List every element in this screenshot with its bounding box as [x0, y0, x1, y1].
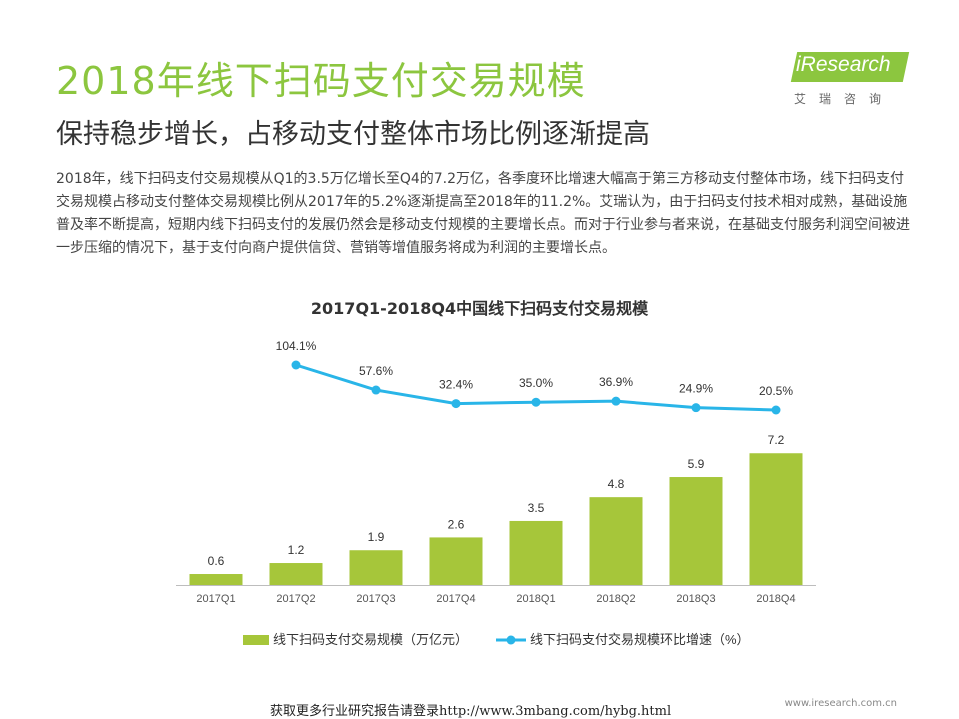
x-tick-label: 2018Q1	[516, 593, 555, 605]
summary-paragraph: 2018年，线下扫码支付交易规模从Q1的3.5万亿增长至Q4的7.2万亿，各季度…	[56, 171, 910, 256]
bar	[589, 497, 643, 585]
growth-value-label: 24.9%	[679, 382, 713, 396]
bar	[669, 477, 723, 585]
growth-value-label: 35.0%	[519, 376, 553, 390]
legend-bar-label: 线下扫码支付交易规模（万亿元）	[273, 632, 468, 647]
x-tick-label: 2018Q3	[676, 593, 715, 605]
bar	[749, 453, 803, 585]
growth-point	[371, 385, 381, 395]
chart-title: 2017Q1-2018Q4中国线下扫码支付交易规模	[310, 299, 649, 318]
x-tick-label: 2018Q4	[756, 593, 795, 605]
bar-value-label: 1.2	[288, 543, 305, 557]
bar-value-label: 1.9	[368, 530, 385, 544]
bar-value-label: 7.2	[768, 433, 785, 447]
bar	[269, 563, 323, 585]
bar-value-label: 3.5	[528, 501, 545, 515]
growth-value-label: 104.1%	[276, 339, 317, 353]
growth-value-label: 32.4%	[439, 378, 473, 392]
legend-line-label: 线下扫码支付交易规模环比增速（%）	[530, 632, 750, 647]
bar-value-label: 4.8	[608, 477, 625, 491]
bar-value-label: 2.6	[448, 517, 465, 531]
growth-point	[611, 396, 621, 406]
bar	[349, 550, 403, 585]
footer-site-url: www.iresearch.com.cn	[784, 698, 897, 709]
x-tick-label: 2017Q1	[196, 593, 235, 605]
bar	[509, 520, 563, 585]
bar	[189, 574, 243, 585]
legend-bar-swatch	[243, 635, 269, 645]
growth-value-label: 20.5%	[759, 384, 793, 398]
growth-point	[531, 397, 541, 407]
footer-promo-text: 获取更多行业研究报告请登录http://www.3mbang.com/hybg.…	[270, 704, 672, 719]
x-tick-label: 2018Q2	[596, 593, 635, 605]
growth-point	[691, 403, 701, 413]
x-tick-label: 2017Q3	[356, 593, 395, 605]
growth-point	[771, 405, 781, 415]
logo-text: iResearch	[796, 53, 891, 76]
x-tick-label: 2017Q2	[276, 593, 315, 605]
iresearch-logo: iResearch 艾瑞咨询	[786, 52, 916, 112]
page-title: 2018年线下扫码支付交易规模	[56, 59, 586, 103]
growth-point	[291, 360, 301, 370]
logo-subtext: 艾瑞咨询	[794, 92, 895, 106]
x-tick-label: 2017Q4	[436, 593, 475, 605]
legend-line-marker	[506, 635, 516, 645]
bar-value-label: 0.6	[208, 554, 225, 568]
growth-value-label: 36.9%	[599, 375, 633, 389]
bar-value-label: 5.9	[688, 457, 705, 471]
page-subtitle: 保持稳步增长，占移动支付整体市场比例逐渐提高	[56, 119, 650, 150]
growth-value-label: 57.6%	[359, 364, 393, 378]
growth-point	[451, 399, 461, 409]
bar	[429, 537, 483, 585]
